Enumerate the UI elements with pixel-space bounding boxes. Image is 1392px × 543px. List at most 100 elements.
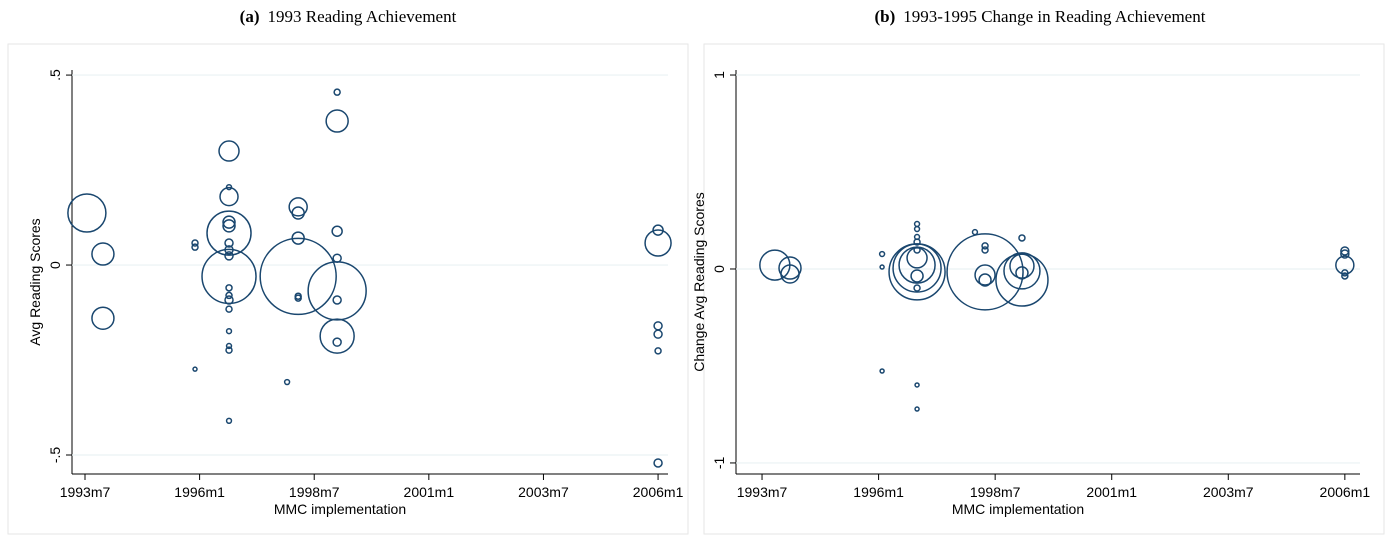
bubble bbox=[759, 249, 791, 281]
bubble bbox=[1003, 252, 1041, 290]
bubble bbox=[225, 305, 233, 313]
x-axis-title: MMC implementation bbox=[274, 501, 406, 517]
bubble bbox=[913, 220, 921, 228]
chart-title: (b) 1993-1995 Change in Reading Achieveme… bbox=[875, 7, 1206, 26]
panel-frame bbox=[7, 43, 689, 535]
bubble bbox=[331, 225, 343, 237]
bubble bbox=[914, 382, 920, 388]
y-tick-label: 1 bbox=[711, 71, 727, 79]
bubble bbox=[913, 225, 921, 233]
bubble bbox=[291, 231, 305, 245]
bubble bbox=[906, 247, 928, 269]
bubble bbox=[191, 243, 199, 251]
bubble bbox=[222, 219, 236, 233]
bubble bbox=[294, 294, 302, 302]
x-tick-label: 1993m7 bbox=[60, 484, 111, 500]
bubble bbox=[319, 318, 355, 354]
bubble bbox=[981, 242, 989, 250]
bubble bbox=[1341, 269, 1349, 277]
y-axis-title: Avg Reading Scores bbox=[27, 218, 43, 345]
bubble bbox=[332, 337, 342, 347]
bubble bbox=[225, 346, 233, 354]
bubble bbox=[913, 284, 921, 292]
bubble bbox=[913, 238, 921, 246]
x-tick-label: 1993m7 bbox=[737, 484, 788, 500]
bubble bbox=[288, 197, 308, 217]
bubble bbox=[644, 229, 672, 257]
bubble bbox=[978, 273, 992, 287]
bubble bbox=[879, 368, 885, 374]
bubble bbox=[780, 264, 800, 284]
x-tick-label: 2006m1 bbox=[1320, 484, 1371, 500]
bubble bbox=[291, 206, 305, 220]
y-axis-title: Change Avg Reading Scores bbox=[691, 192, 707, 372]
bubble bbox=[225, 284, 233, 292]
x-tick-label: 2006m1 bbox=[633, 484, 684, 500]
y-tick-label: 0 bbox=[711, 265, 727, 273]
bubble bbox=[259, 237, 337, 316]
panel-label: (b) bbox=[875, 7, 896, 26]
bubble bbox=[225, 327, 233, 335]
x-tick-label: 1996m1 bbox=[174, 484, 225, 500]
x-tick-label: 1998m7 bbox=[970, 484, 1021, 500]
bubble bbox=[653, 329, 663, 339]
bubble bbox=[192, 366, 198, 372]
bubble bbox=[307, 261, 367, 321]
bubble bbox=[898, 246, 936, 284]
bubble bbox=[1015, 266, 1029, 280]
bubble bbox=[910, 269, 924, 283]
bubble bbox=[1341, 272, 1349, 280]
y-tick-label: 0 bbox=[47, 261, 63, 269]
bubble bbox=[206, 210, 252, 256]
bubble bbox=[914, 406, 920, 412]
bubble bbox=[283, 378, 291, 386]
bubble bbox=[654, 347, 662, 355]
bubble bbox=[653, 321, 663, 331]
bubble bbox=[652, 224, 664, 236]
chart-title: (a) 1993 Reading Achievement bbox=[240, 7, 457, 26]
bubble bbox=[224, 295, 234, 305]
bubble bbox=[1340, 246, 1350, 256]
bubble bbox=[222, 215, 236, 229]
bubble bbox=[332, 253, 342, 263]
panel-frame bbox=[703, 43, 1385, 535]
bubble bbox=[946, 233, 1024, 311]
title-text: 1993-1995 Change in Reading Achievement bbox=[903, 7, 1205, 26]
bubble bbox=[981, 246, 989, 254]
bubble bbox=[1018, 234, 1026, 242]
bubble bbox=[191, 239, 199, 247]
y-tick-label: .5 bbox=[47, 69, 63, 81]
bubble bbox=[971, 228, 979, 236]
bubble bbox=[225, 417, 233, 425]
bubble bbox=[91, 242, 115, 266]
bubble bbox=[225, 291, 233, 300]
bubble bbox=[888, 243, 946, 301]
x-tick-label: 2003m7 bbox=[518, 484, 569, 500]
x-tick-label: 2003m7 bbox=[1203, 484, 1254, 500]
x-tick-label: 1998m7 bbox=[289, 484, 340, 500]
x-tick-label: 2001m1 bbox=[404, 484, 455, 500]
bubble bbox=[225, 342, 233, 350]
panel-label: (a) bbox=[240, 7, 260, 26]
bubble bbox=[325, 109, 349, 133]
bubble bbox=[778, 256, 802, 280]
bubble bbox=[653, 458, 663, 468]
bubble bbox=[91, 306, 115, 330]
bubble bbox=[878, 250, 886, 258]
bubble bbox=[974, 264, 996, 286]
bubble bbox=[67, 193, 107, 233]
bubble bbox=[1335, 255, 1355, 275]
x-tick-label: 2001m1 bbox=[1086, 484, 1137, 500]
bubble bbox=[224, 251, 234, 261]
x-tick-label: 1996m1 bbox=[853, 484, 904, 500]
bubble bbox=[224, 238, 234, 248]
bubble bbox=[225, 183, 233, 191]
bubble bbox=[995, 253, 1049, 307]
bubble bbox=[1340, 249, 1350, 259]
y-tick-label: -1 bbox=[711, 457, 727, 470]
y-tick-label: -.5 bbox=[47, 447, 63, 464]
title-text: 1993 Reading Achievement bbox=[267, 7, 456, 26]
bubble bbox=[879, 264, 885, 270]
bubble bbox=[332, 295, 342, 305]
